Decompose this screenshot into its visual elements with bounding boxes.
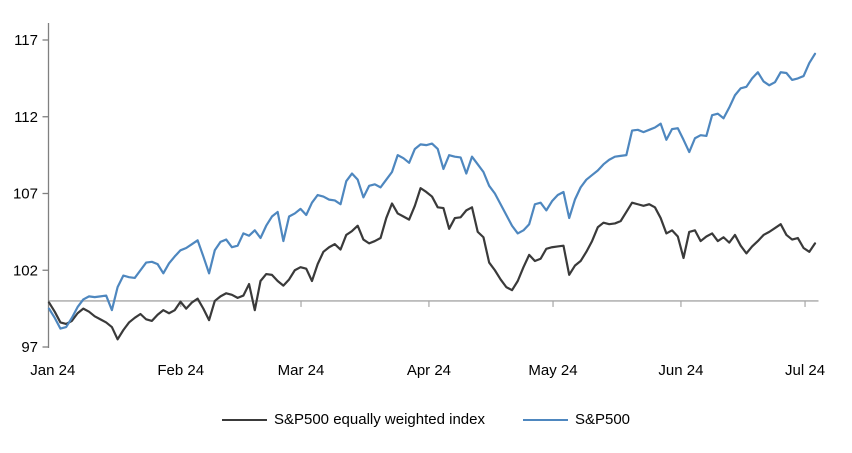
legend-line-sp500-icon: [522, 418, 568, 421]
legend-label-sp500: S&P500: [574, 411, 631, 428]
legend-item-equal-weight: S&P500 equally weighted index: [221, 411, 485, 428]
legend-item-sp500: S&P500: [522, 411, 631, 428]
y-tick-label: 112: [14, 109, 38, 126]
y-tick-label: 97: [21, 339, 38, 356]
x-tick-label: Feb 24: [157, 362, 204, 379]
legend-line-equal-weight-icon: [221, 418, 267, 421]
series-line-sp500: [47, 52, 817, 330]
x-tick-label: Mar 24: [278, 362, 325, 379]
y-tick-label: 102: [13, 262, 38, 279]
series-line-sp500-equal-weight: [47, 187, 817, 341]
y-tick-label: 117: [14, 32, 38, 49]
y-tick-label: 107: [13, 186, 38, 203]
legend: S&P500 equally weighted index S&P500: [0, 411, 852, 428]
x-tick-label: Jun 24: [658, 362, 703, 379]
legend-label-equal-weight: S&P500 equally weighted index: [273, 411, 485, 428]
x-tick-label: Jan 24: [30, 362, 75, 379]
x-tick-label: Apr 24: [407, 362, 451, 379]
x-tick-label: Jul 24: [785, 362, 825, 379]
x-tick-label: May 24: [528, 362, 577, 379]
